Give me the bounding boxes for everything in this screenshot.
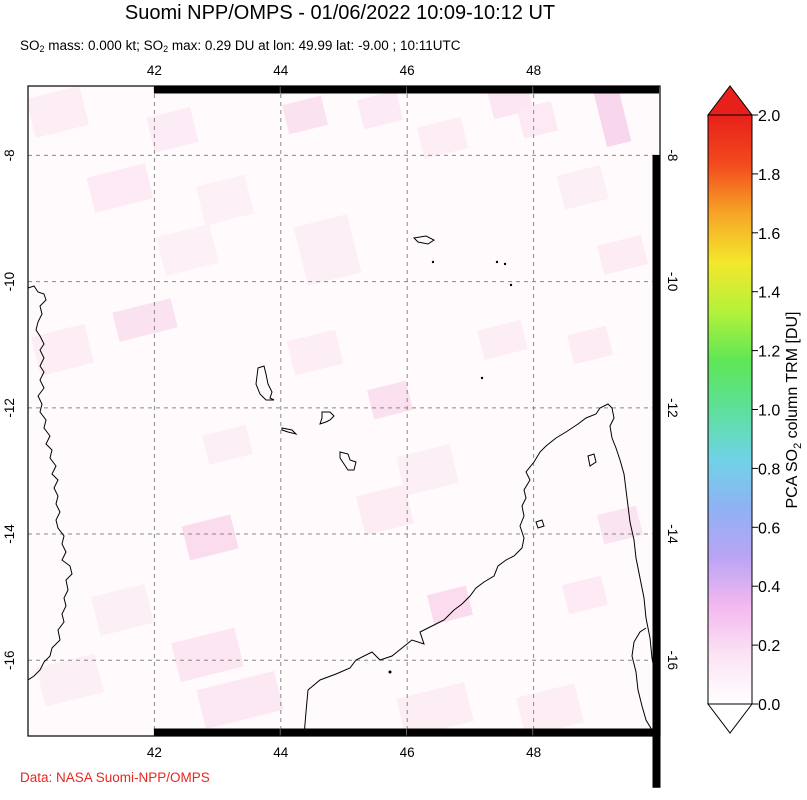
colorbar-ticks: 0.0 0.2 0.4 0.6 0.8 1.0 1.2 1.4 1.6 1.8 2.0 (752, 108, 780, 714)
islet-dot (503, 262, 507, 266)
subtitle-mid: mass: 0.000 kt; SO (44, 38, 164, 53)
lon-label-bottom: 42 (147, 745, 162, 760)
right-frame-segment (652, 533, 661, 662)
colorbar-tick-label: 1.2 (758, 344, 780, 361)
mayotte-outline (339, 451, 357, 471)
colorbar-tick-label: 0.6 (758, 520, 780, 537)
axis-ticks: 42 42 44 44 46 46 48 48 -8 -8 -10 -10 -12 -12 -14 -14 -1… (2, 63, 680, 788)
lat-label-left: -12 (2, 398, 17, 418)
anjouan-outline (319, 411, 335, 425)
colorbar-tick-label: 0.4 (758, 579, 780, 596)
so2-pixel-layer (28, 86, 648, 736)
bottom-frame-segment (153, 728, 280, 737)
bottom-frame-segment (280, 728, 407, 737)
islet-dot (480, 376, 484, 380)
colorbar-min-arrow (706, 703, 754, 734)
right-frame-segment (652, 407, 661, 536)
right-frame-segment (652, 281, 661, 410)
ile-sainte-marie-outline (587, 453, 597, 467)
top-frame-segment (280, 85, 407, 94)
colorbar-tick-label: 0.8 (758, 461, 780, 478)
colorbar-tick-label: 2.0 (758, 108, 780, 125)
lon-label-bottom: 48 (526, 745, 541, 760)
right-frame-segment (652, 659, 661, 788)
lat-label-left: -8 (2, 149, 17, 161)
subtitle-sub-a: 2 (39, 44, 45, 54)
colorbar-bar (707, 114, 753, 705)
top-frame-segment (533, 85, 660, 94)
bottom-frame-segment (406, 728, 533, 737)
lon-label-bottom: 44 (273, 745, 289, 760)
colorbar: 0.0 0.2 0.4 0.6 0.8 1.0 1.2 1.4 1.6 1.8 2.0 PCA SO… (706, 85, 804, 734)
colorbar-tick-label: 1.4 (758, 285, 780, 302)
lon-label-top: 48 (526, 63, 541, 78)
subtitle-sub-b: 2 (163, 44, 169, 54)
grande-comore-outline (255, 365, 275, 401)
lat-label-left: -10 (2, 272, 17, 292)
lat-label-left: -16 (2, 651, 17, 671)
lat-label-left: -14 (2, 524, 17, 544)
colorbar-title: PCA SO2 column TRM [DU] (784, 312, 804, 509)
graticule (28, 86, 660, 736)
lon-label-top: 46 (400, 63, 415, 78)
aldabra-outline (412, 235, 435, 245)
lat-label-right: -14 (665, 524, 680, 544)
colorbar-max-arrow (706, 85, 754, 116)
colorbar-tick-label: 0.0 (758, 697, 780, 714)
lat-label-right: -12 (665, 398, 680, 418)
lat-label-right: -16 (665, 651, 680, 671)
nosy-be-outline (535, 519, 545, 529)
bottom-frame-segment (533, 728, 660, 737)
lon-label-bottom: 46 (400, 745, 415, 760)
map-title: Suomi NPP/OMPS - 01/06/2022 10:09-10:12 … (124, 2, 556, 24)
islet-dot (495, 260, 499, 264)
colorbar-tick-label: 1.0 (758, 403, 780, 420)
coastline-layer (28, 235, 660, 736)
subtitle-so2-a: SO (20, 38, 40, 53)
top-frame-segment (406, 85, 533, 94)
islet-dots (388, 260, 513, 674)
lat-label-right: -8 (665, 149, 680, 161)
top-frame-segment (153, 85, 280, 94)
islet-dot (509, 283, 513, 287)
lon-label-top: 42 (147, 63, 162, 78)
colorbar-tick-label: 0.2 (758, 638, 780, 655)
data-credit: Data: NASA Suomi-NPP/OMPS (20, 770, 210, 785)
colorbar-tick-label: 1.8 (758, 167, 780, 184)
africa-coastline (28, 285, 73, 681)
right-frame-segment (652, 154, 661, 283)
islet-dot (431, 260, 435, 264)
lat-label-right: -10 (665, 272, 680, 292)
moheli-outline (281, 427, 298, 435)
madagascar-east-coast (631, 627, 660, 735)
map-subtitle: SO2 mass: 0.000 kt; SO2 max: 0.29 DU at … (20, 38, 461, 54)
colorbar-tick-label: 1.6 (758, 226, 780, 243)
lon-label-top: 44 (273, 63, 289, 78)
madagascar-coastline (303, 403, 660, 736)
subtitle-rest: max: 0.29 DU at lon: 49.99 lat: -9.00 ; … (168, 38, 461, 53)
islet-dot (388, 670, 392, 674)
